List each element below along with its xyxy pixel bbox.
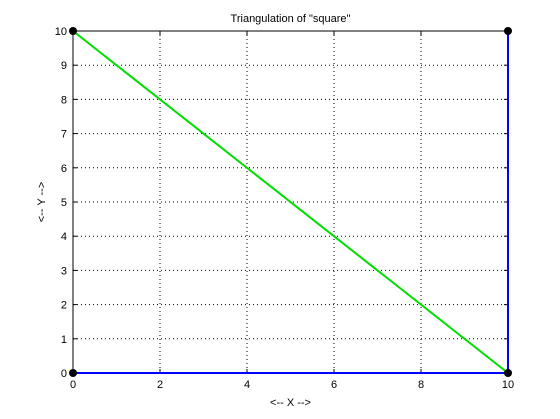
x-tick-label-3: 6 (331, 379, 337, 391)
y-tick-label-2: 2 (61, 300, 67, 312)
y-axis-label: <-- Y --> (36, 182, 48, 223)
chart-title: Triangulation of "square" (231, 13, 351, 25)
x-axis-label: <-- X --> (270, 397, 311, 409)
y-tick-label-4: 4 (61, 231, 67, 243)
vertex-point-3 (69, 27, 77, 35)
x-tick-label-2: 4 (244, 379, 250, 391)
y-tick-label-7: 7 (61, 129, 67, 141)
vertex-point-0 (69, 369, 77, 377)
y-tick-label-1: 1 (61, 334, 67, 346)
y-tick-label-0: 0 (61, 368, 67, 380)
x-tick-label-0: 0 (70, 379, 76, 391)
tick-labels: 0 2 4 6 8 10 0 1 2 3 4 5 6 7 8 9 10 (55, 26, 514, 391)
segment-2 (72, 30, 509, 374)
y-tick-label-3: 3 (61, 265, 67, 277)
vertex-points (69, 27, 512, 377)
vertex-point-2 (504, 27, 512, 35)
y-tick-label-5: 5 (61, 197, 67, 209)
vertex-point-1 (504, 369, 512, 377)
x-tick-label-1: 2 (157, 379, 163, 391)
y-tick-label-8: 8 (61, 94, 67, 106)
series-segments (72, 30, 509, 374)
y-tick-label-6: 6 (61, 163, 67, 175)
y-tick-label-10: 10 (55, 26, 67, 38)
x-tick-label-4: 8 (418, 379, 424, 391)
y-tick-label-9: 9 (61, 60, 67, 72)
x-tick-label-5: 10 (502, 379, 514, 391)
